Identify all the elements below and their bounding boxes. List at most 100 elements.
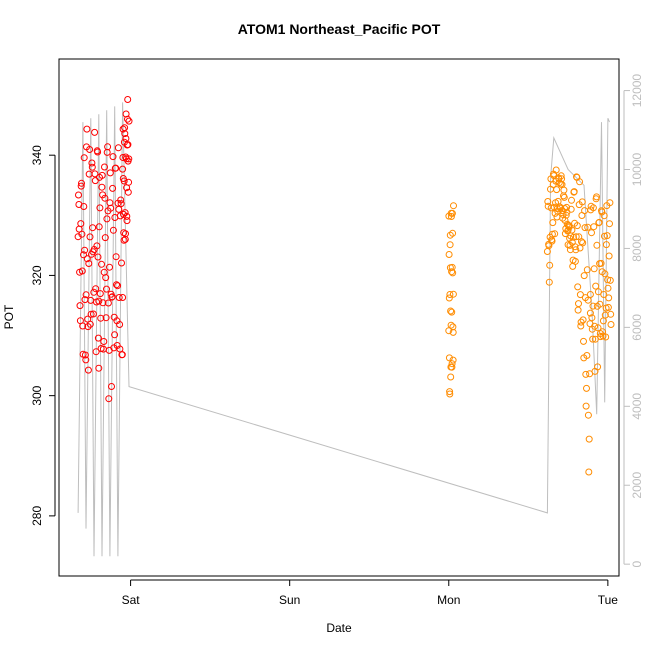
data-point (122, 230, 129, 238)
data-point (586, 309, 594, 317)
data-point (118, 259, 125, 267)
data-point (85, 260, 93, 267)
y2-tick-label: 12000 (630, 74, 644, 108)
data-point (91, 177, 99, 185)
data-point (119, 165, 127, 173)
data-point (449, 229, 457, 237)
x-axis: Sat Sun Mon Tue (122, 579, 619, 607)
data-point (607, 321, 615, 328)
y2-tick-label: 8000 (630, 235, 644, 262)
data-point (603, 232, 611, 240)
y2-tick-label: 10000 (630, 152, 644, 186)
data-point (574, 283, 582, 291)
data-point (577, 318, 585, 326)
data-point (76, 302, 84, 310)
data-point (600, 291, 608, 298)
y-tick-label: 320 (30, 265, 44, 285)
data-point (92, 348, 100, 356)
data-point (124, 141, 132, 149)
data-point (124, 115, 131, 123)
data-point (606, 199, 614, 207)
point-series-1 (445, 166, 615, 476)
data-point (450, 202, 457, 210)
data-point (124, 188, 132, 196)
data-point (86, 233, 94, 241)
data-point (103, 215, 111, 223)
data-point (553, 213, 561, 221)
x-tick-label: Sat (122, 593, 141, 607)
data-point (568, 196, 575, 204)
data-point (448, 363, 456, 371)
data-point (588, 229, 595, 237)
data-point (97, 314, 105, 322)
data-point (102, 274, 110, 282)
data-point (447, 213, 455, 220)
x-tick-label: Sun (279, 593, 300, 607)
data-point (113, 281, 120, 289)
data-point (116, 212, 124, 220)
data-point (104, 299, 112, 307)
data-point (101, 163, 108, 171)
data-point (78, 267, 86, 275)
data-point (560, 193, 568, 201)
data-point (594, 288, 602, 296)
data-point (125, 178, 133, 186)
data-point (91, 128, 99, 136)
y2-tick-label: 6000 (630, 314, 644, 341)
x-axis-label: Date (326, 621, 352, 635)
data-point (84, 366, 92, 374)
data-point (82, 356, 90, 364)
data-point (94, 334, 102, 342)
data-point (570, 188, 578, 196)
data-point (590, 265, 598, 273)
data-point (87, 310, 95, 318)
data-point (75, 191, 82, 199)
data-point (78, 230, 86, 238)
data-point (549, 219, 557, 227)
data-point (602, 333, 610, 341)
data-point (88, 159, 96, 167)
point-series-0 (74, 96, 133, 403)
data-point (112, 164, 120, 172)
data-point (94, 253, 102, 261)
data-point (118, 351, 126, 359)
y-tick-label: 340 (30, 145, 44, 165)
data-point (557, 172, 565, 180)
data-point (589, 335, 597, 343)
y-axis-left: 280 300 320 340 (30, 145, 56, 526)
data-point (125, 117, 133, 125)
data-point (447, 321, 455, 329)
data-point (585, 468, 593, 476)
data-point (96, 204, 104, 212)
data-point (445, 294, 453, 302)
data-point (567, 205, 575, 213)
data-point (576, 178, 584, 186)
data-point (581, 207, 589, 215)
x-tick-label: Tue (598, 593, 619, 607)
data-point (89, 310, 97, 318)
data-point (573, 222, 581, 230)
data-point (572, 233, 580, 241)
data-point (579, 316, 587, 324)
data-point (600, 212, 608, 220)
data-point (589, 204, 597, 212)
y2-tick-label: 0 (630, 561, 644, 568)
data-point (595, 218, 603, 226)
chart-title: ATOM1 Northeast_Pacific POT (238, 21, 441, 37)
data-point (98, 183, 106, 191)
data-point (105, 395, 113, 403)
data-point (120, 236, 128, 244)
data-point (116, 321, 124, 328)
data-point (581, 224, 589, 232)
data-point (81, 246, 89, 254)
data-point (583, 352, 591, 359)
data-point (570, 233, 577, 241)
data-point (449, 290, 457, 298)
data-point (102, 314, 110, 322)
data-point (606, 276, 614, 284)
data-point (599, 328, 607, 336)
data-point (593, 241, 601, 249)
data-point (108, 293, 116, 301)
data-point (582, 370, 590, 378)
data-point (111, 331, 119, 339)
